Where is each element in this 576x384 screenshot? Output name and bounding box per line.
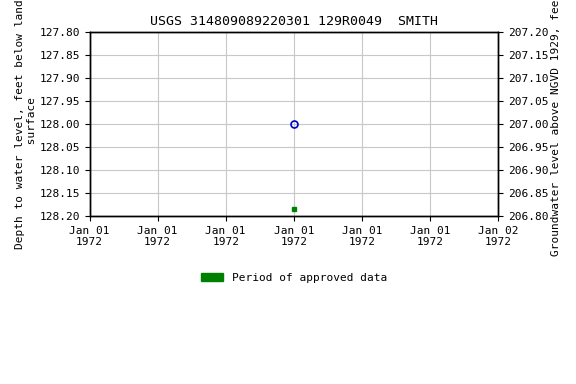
Y-axis label: Groundwater level above NGVD 1929, feet: Groundwater level above NGVD 1929, feet [551,0,561,255]
Y-axis label: Depth to water level, feet below land
 surface: Depth to water level, feet below land su… [15,0,37,249]
Legend: Period of approved data: Period of approved data [196,268,392,288]
Title: USGS 314809089220301 129R0049  SMITH: USGS 314809089220301 129R0049 SMITH [150,15,438,28]
